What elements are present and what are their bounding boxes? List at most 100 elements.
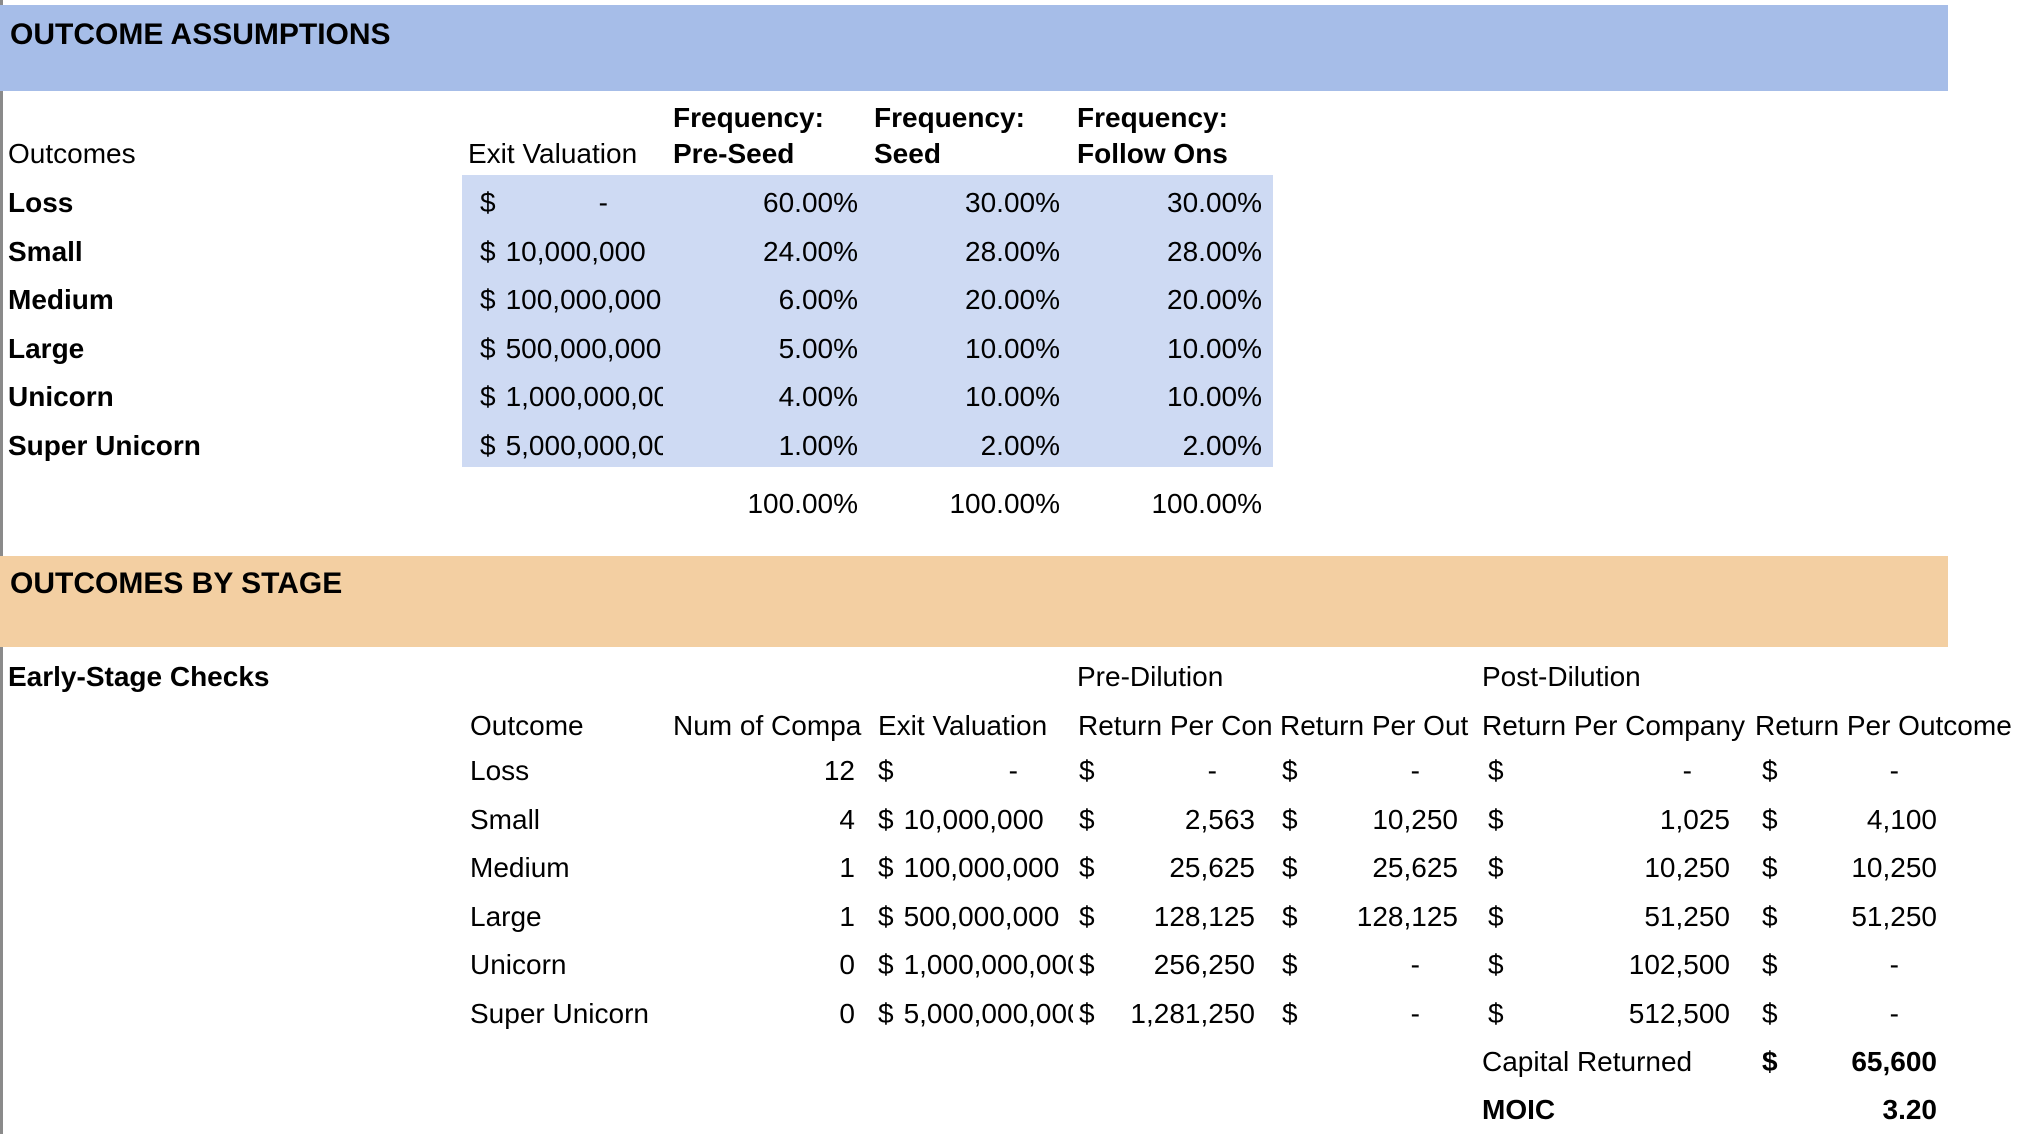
- header-frequency-follow-ons[interactable]: Frequency: Follow Ons: [1077, 102, 1228, 169]
- outcome-label[interactable]: Large: [8, 332, 85, 364]
- post-return-per-outcome-cell[interactable]: $ -: [1755, 989, 1945, 1038]
- header-exit-valuation[interactable]: Exit Valuation: [878, 709, 1048, 741]
- freq-pre-seed-cell[interactable]: 5.00%: [778, 332, 858, 364]
- outcome-assumptions-header-bar[interactable]: OUTCOME ASSUMPTIONS: [0, 5, 1948, 91]
- pre-return-per-outcome-cell[interactable]: $ -: [1282, 754, 1420, 786]
- header-return-per-outcome-post[interactable]: Return Per Outcome: [1755, 709, 2012, 741]
- exit-valuation-cell[interactable]: $5,000,000,000: [462, 421, 663, 470]
- exit-valuation-cell[interactable]: $10,000,000: [462, 227, 663, 276]
- freq-seed-cell[interactable]: 10.00%: [965, 332, 1060, 364]
- post-return-per-outcome-cell[interactable]: $4,100: [1755, 795, 1945, 844]
- capital-returned-row: Capital Returned $65,600: [0, 1037, 2032, 1086]
- freq-follow-ons-cell[interactable]: 28.00%: [1167, 235, 1262, 267]
- freq-follow-ons-cell[interactable]: 10.00%: [1167, 380, 1262, 412]
- capital-returned-value-cell[interactable]: $65,600: [1755, 1037, 1945, 1086]
- post-return-per-company-cell[interactable]: $102,500: [1482, 940, 1748, 989]
- freq-seed-cell[interactable]: 20.00%: [965, 283, 1060, 315]
- moic-label[interactable]: MOIC: [1482, 1093, 1556, 1125]
- freq-pre-seed-cell[interactable]: 1.00%: [778, 429, 858, 461]
- assumptions-row-large: Large $500,000,000 5.00% 10.00% 10.00%: [0, 324, 2032, 373]
- outcome-label[interactable]: Medium: [8, 283, 114, 315]
- pre-return-per-outcome-cell[interactable]: $128,125: [1282, 900, 1458, 932]
- outcome-label[interactable]: Super Unicorn: [470, 997, 649, 1029]
- pre-return-per-outcome-cell[interactable]: $10,250: [1282, 803, 1458, 835]
- header-outcomes[interactable]: Outcomes: [8, 138, 136, 169]
- outcome-label[interactable]: Small: [8, 235, 83, 267]
- post-dilution-header[interactable]: Post-Dilution: [1482, 660, 1641, 692]
- outcome-label[interactable]: Super Unicorn: [8, 429, 201, 461]
- capital-returned-label[interactable]: Capital Returned: [1482, 1045, 1693, 1077]
- exit-valuation-cell[interactable]: $5,000,000,000: [878, 997, 1073, 1029]
- outcome-label[interactable]: Unicorn: [8, 380, 114, 412]
- post-return-per-outcome-cell[interactable]: $ -: [1755, 746, 1945, 795]
- early-stage-checks-label[interactable]: Early-Stage Checks: [8, 660, 270, 692]
- header-frequency-seed[interactable]: Frequency: Seed: [874, 102, 1025, 169]
- post-return-per-company-cell[interactable]: $10,250: [1482, 843, 1748, 892]
- post-return-per-outcome-cell[interactable]: $10,250: [1755, 843, 1945, 892]
- outcome-label[interactable]: Unicorn: [470, 948, 567, 980]
- freq-follow-ons-cell[interactable]: 30.00%: [1167, 186, 1262, 218]
- exit-valuation-cell[interactable]: $1,000,000,000: [878, 948, 1073, 980]
- pre-return-per-company-cell[interactable]: $128,125: [1079, 900, 1255, 932]
- num-companies-cell[interactable]: 1: [839, 851, 855, 883]
- post-return-per-company-cell[interactable]: $ -: [1482, 746, 1748, 795]
- freq-pre-seed-cell[interactable]: 24.00%: [763, 235, 858, 267]
- freq-follow-ons-cell[interactable]: 10.00%: [1167, 332, 1262, 364]
- freq-follow-ons-cell[interactable]: 2.00%: [1182, 429, 1262, 461]
- num-companies-cell[interactable]: 12: [823, 754, 855, 786]
- exit-valuation-cell[interactable]: $ -: [462, 178, 663, 227]
- pre-return-per-outcome-cell[interactable]: $25,625: [1282, 851, 1458, 883]
- num-companies-cell[interactable]: 4: [839, 803, 855, 835]
- outcome-label[interactable]: Small: [470, 803, 541, 835]
- moic-value-cell[interactable]: 3.20: [1882, 1093, 1938, 1125]
- post-return-per-company-cell[interactable]: $512,500: [1482, 989, 1748, 1038]
- dollar-sign: $: [1079, 948, 1095, 980]
- total-follow-ons-cell[interactable]: 100.00%: [1151, 487, 1262, 519]
- post-return-per-company-cell[interactable]: $1,025: [1482, 795, 1748, 844]
- header-return-per-outcome-pre[interactable]: Return Per Out: [1280, 709, 1469, 741]
- header-return-per-company-post[interactable]: Return Per Company: [1482, 709, 1746, 741]
- freq-pre-seed-cell[interactable]: 4.00%: [778, 380, 858, 412]
- outcome-label[interactable]: Loss: [8, 186, 74, 218]
- freq-follow-ons-cell[interactable]: 20.00%: [1167, 283, 1262, 315]
- total-seed-cell[interactable]: 100.00%: [949, 487, 1060, 519]
- outcomes-by-stage-header-bar[interactable]: OUTCOMES BY STAGE: [0, 556, 1948, 647]
- pre-dilution-header[interactable]: Pre-Dilution: [1077, 660, 1224, 692]
- header-num-of-companies[interactable]: Num of Compa: [673, 709, 862, 741]
- num-companies-cell[interactable]: 1: [839, 900, 855, 932]
- pre-return-per-company-cell[interactable]: $1,281,250: [1079, 997, 1255, 1029]
- freq-seed-cell[interactable]: 10.00%: [965, 380, 1060, 412]
- exit-valuation-cell[interactable]: $ -: [878, 754, 1018, 786]
- header-outcome[interactable]: Outcome: [470, 709, 584, 741]
- exit-valuation-cell[interactable]: $100,000,000: [462, 275, 663, 324]
- pre-return-per-outcome-cell[interactable]: $ -: [1282, 997, 1420, 1029]
- pre-return-per-company-cell[interactable]: $25,625: [1079, 851, 1255, 883]
- freq-pre-seed-cell[interactable]: 60.00%: [763, 186, 858, 218]
- exit-valuation-cell[interactable]: $500,000,000: [462, 324, 663, 373]
- pre-return-per-company-cell[interactable]: $2,563: [1079, 803, 1255, 835]
- freq-seed-cell[interactable]: 2.00%: [980, 429, 1060, 461]
- exit-valuation-cell[interactable]: $10,000,000: [878, 803, 1044, 835]
- outcome-label[interactable]: Medium: [470, 851, 570, 883]
- post-return-per-company-cell[interactable]: $51,250: [1482, 892, 1748, 941]
- num-companies-cell[interactable]: 0: [839, 997, 855, 1029]
- outcome-label[interactable]: Loss: [470, 754, 530, 786]
- post-return-per-outcome-cell[interactable]: $ -: [1755, 940, 1945, 989]
- freq-seed-cell[interactable]: 30.00%: [965, 186, 1060, 218]
- post-return-per-outcome-cell[interactable]: $51,250: [1755, 892, 1945, 941]
- outcome-label[interactable]: Large: [470, 900, 542, 932]
- num-companies-cell[interactable]: 0: [839, 948, 855, 980]
- pre-return-per-outcome-cell[interactable]: $ -: [1282, 948, 1420, 980]
- stage-row-large: Large 1 $500,000,000 $128,125 $128,125 $…: [0, 892, 2032, 941]
- exit-valuation-cell[interactable]: $500,000,000: [878, 900, 1060, 932]
- header-return-per-company-pre[interactable]: Return Per Con: [1078, 709, 1273, 741]
- pre-return-per-company-cell[interactable]: $ -: [1079, 754, 1217, 786]
- total-pre-seed-cell[interactable]: 100.00%: [747, 487, 858, 519]
- freq-seed-cell[interactable]: 28.00%: [965, 235, 1060, 267]
- pre-return-per-company-cell[interactable]: $256,250: [1079, 948, 1255, 980]
- header-frequency-pre-seed[interactable]: Frequency: Pre-Seed: [673, 102, 824, 169]
- header-exit-valuation[interactable]: Exit Valuation: [468, 138, 638, 169]
- freq-pre-seed-cell[interactable]: 6.00%: [778, 283, 858, 315]
- exit-valuation-cell[interactable]: $1,000,000,000: [462, 372, 663, 421]
- exit-valuation-cell[interactable]: $100,000,000: [878, 851, 1060, 883]
